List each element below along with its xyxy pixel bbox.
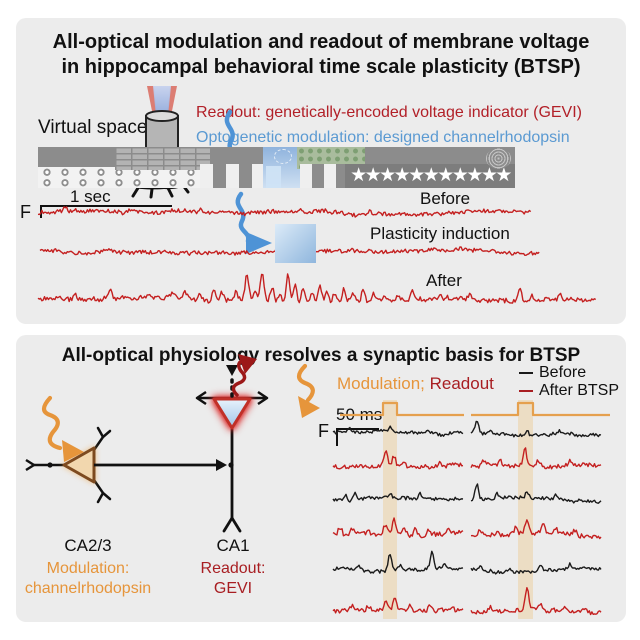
induction-trace-label: Plasticity induction bbox=[370, 224, 510, 243]
after-trace-label: After bbox=[426, 271, 462, 290]
ca1-readout-label: Readout: bbox=[200, 560, 266, 577]
modulation-word: Modulation; bbox=[337, 374, 425, 393]
readout-word: Readout bbox=[429, 374, 494, 393]
trace-legend: Before After BTSP bbox=[519, 364, 619, 400]
timescale-label-top: 1 sec bbox=[70, 187, 111, 206]
legend-after-btsp-label: After BTSP bbox=[539, 382, 620, 399]
after-btsp-dash-icon bbox=[519, 389, 533, 393]
legend-item-after-btsp: After BTSP bbox=[519, 382, 619, 400]
before-trace-label: Before bbox=[420, 189, 471, 208]
ca23-label: CA2/3 bbox=[64, 536, 112, 555]
induction-zone-corridor bbox=[263, 147, 300, 188]
ca1-label: CA1 bbox=[216, 536, 250, 555]
timescale-label-bottom: 50 ms bbox=[336, 405, 383, 424]
ca1-gevi-label: GEVI bbox=[213, 580, 253, 597]
scalebar-top bbox=[40, 205, 172, 218]
top-title-line1: All-optical modulation and readout of me… bbox=[52, 31, 590, 53]
optogenetic-modulation-label: Optogenetic modulation: designed channel… bbox=[196, 129, 570, 146]
before-dash-icon bbox=[519, 371, 533, 375]
ca23-modulation-label: Modulation: bbox=[46, 560, 130, 577]
fluorescence-label-top: F bbox=[20, 202, 31, 222]
top-panel-title: All-optical modulation and readout of me… bbox=[16, 30, 626, 80]
green-dot-pattern bbox=[297, 147, 365, 169]
bottom-panel-title: All-optical physiology resolves a synapt… bbox=[61, 345, 581, 366]
virtual-corridor-strip: ★★★★★★★★★★★ bbox=[38, 147, 515, 188]
brick-pattern bbox=[115, 147, 210, 170]
star-pattern: ★★★★★★★★★★★ bbox=[345, 164, 515, 188]
stripe-pattern-1 bbox=[200, 164, 263, 188]
readout-gevi-label: Readout: genetically-encoded voltage ind… bbox=[196, 104, 582, 121]
legend-before-label: Before bbox=[539, 364, 587, 381]
ca23-channelrhodopsin-label: channelrhodopsin bbox=[24, 580, 152, 597]
virtual-space-label: Virtual space bbox=[38, 117, 148, 138]
stripe-pattern-2 bbox=[300, 164, 345, 188]
induction-window-highlight bbox=[275, 224, 316, 263]
modulation-readout-label: Modulation; Readout bbox=[337, 374, 494, 394]
spiral-icon bbox=[486, 148, 511, 169]
fluorescence-label-bottom: F bbox=[318, 421, 329, 441]
top-title-line2: in hippocampal behavioral time scale pla… bbox=[61, 56, 581, 78]
dashed-circle-icon bbox=[274, 149, 292, 164]
legend-item-before: Before bbox=[519, 364, 619, 382]
dots-pattern bbox=[38, 167, 200, 188]
scalebar-bottom bbox=[336, 428, 379, 446]
